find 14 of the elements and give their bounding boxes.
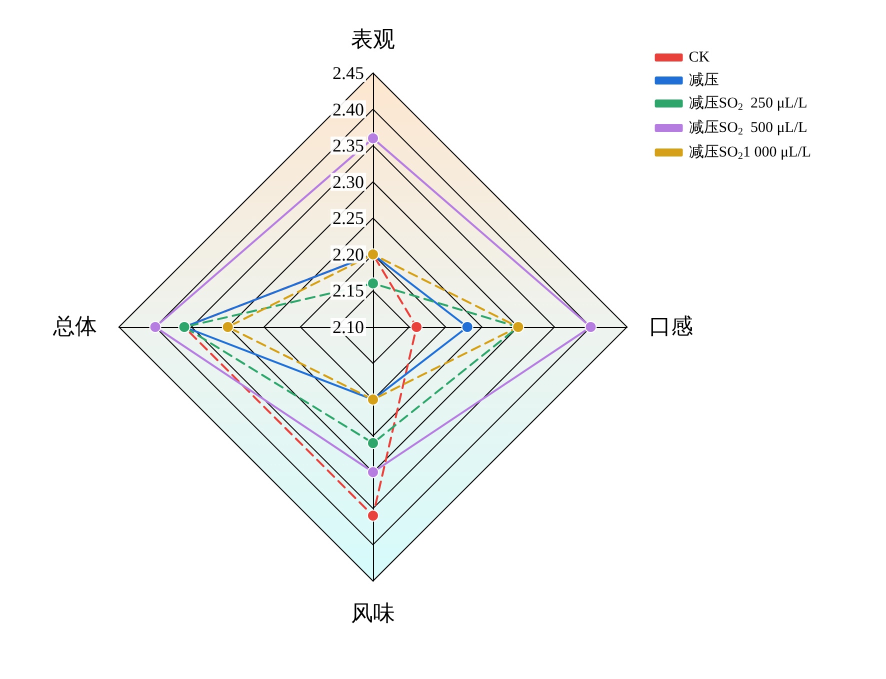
y-tick-label: 2.35	[332, 136, 364, 156]
spoke-label: 表观	[351, 28, 395, 52]
y-tick-label: 2.15	[332, 280, 364, 301]
legend-label: CK	[688, 50, 710, 66]
spoke-label: 风味	[351, 602, 395, 626]
legend-label: 减压	[688, 72, 719, 88]
y-tick-label: 2.40	[332, 99, 364, 120]
y-tick-label: 2.30	[332, 172, 364, 192]
y-tick-label: 2.25	[332, 208, 364, 228]
y-tick-label: 2.20	[332, 244, 364, 264]
y-tick-label: 2.45	[332, 63, 364, 83]
spoke-label: 口感	[649, 314, 693, 340]
spoke-label: 总体	[52, 314, 97, 340]
y-tick-label: 2.10	[332, 317, 364, 337]
